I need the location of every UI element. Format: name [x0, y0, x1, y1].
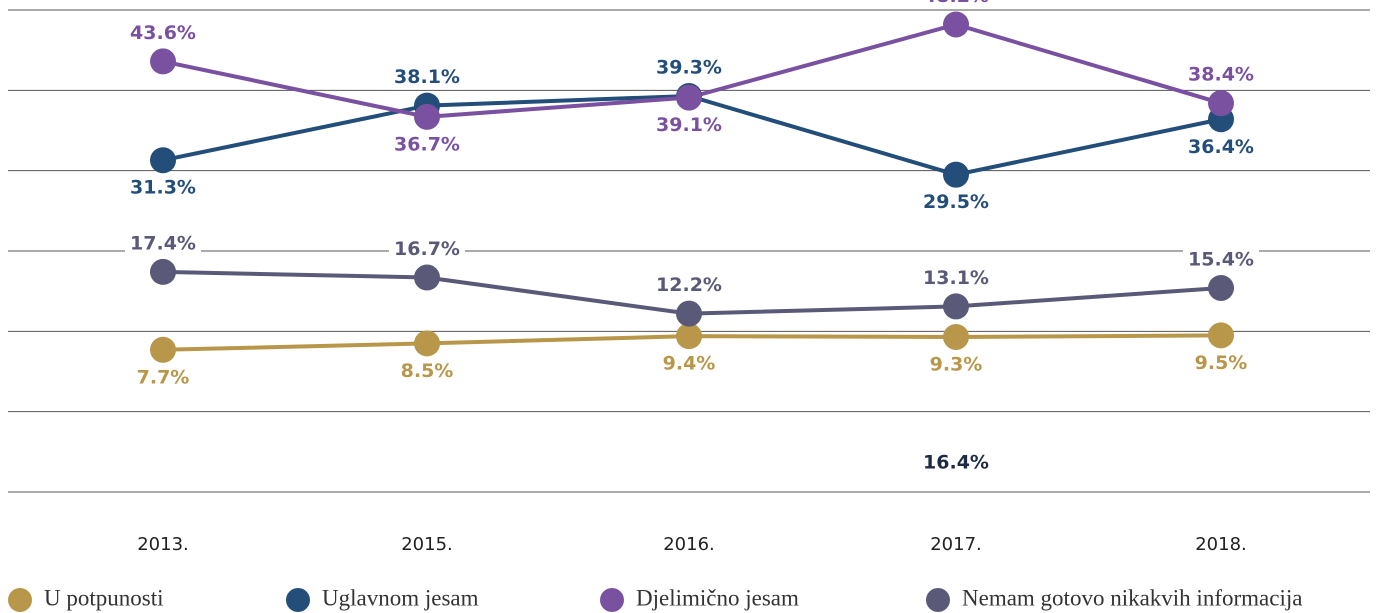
data-point: [1208, 90, 1234, 117]
data-label: 7.7%: [137, 366, 190, 388]
label-bg: [1183, 351, 1259, 376]
legend-marker: [8, 588, 32, 612]
label-bg: [651, 273, 727, 298]
data-label: 15.4%: [1188, 248, 1254, 270]
legend-label: Nemam gotovo nikakvih informacija: [962, 585, 1302, 610]
data-label: 16.7%: [394, 238, 460, 260]
label-bg: [389, 132, 465, 157]
label-bg: [1183, 135, 1259, 160]
label-bg: [651, 55, 727, 80]
legend-marker: [286, 588, 310, 612]
data-point: [676, 300, 702, 327]
data-point: [943, 161, 969, 188]
data-label: 17.4%: [130, 232, 196, 254]
data-point: [150, 48, 176, 75]
data-label: 36.4%: [1188, 136, 1254, 158]
legend-label: Djelimično jesam: [636, 585, 799, 610]
data-label: 38.4%: [1188, 64, 1254, 86]
label-bg: [125, 231, 201, 256]
x-tick-label: 2015.: [401, 534, 453, 555]
label-bg: [918, 0, 994, 9]
x-tick-label: 2018.: [1195, 534, 1247, 555]
data-label: 48.2%: [923, 0, 989, 7]
data-label: 29.5%: [923, 191, 989, 213]
label-bg: [389, 237, 465, 262]
data-point: [676, 323, 702, 350]
data-label: 39.3%: [656, 56, 722, 78]
data-point: [414, 330, 440, 357]
data-label: 38.1%: [394, 66, 460, 88]
data-label: 31.3%: [130, 177, 196, 199]
x-tick-label: 2017.: [930, 534, 982, 555]
data-point: [943, 323, 969, 350]
data-label: 9.4%: [663, 353, 716, 375]
data-label: 43.6%: [130, 22, 196, 44]
data-label: 39.1%: [656, 114, 722, 136]
data-label: 36.7%: [394, 133, 460, 155]
label-bg: [389, 65, 465, 90]
data-label: 12.2%: [656, 274, 722, 296]
label-bg: [918, 266, 994, 291]
data-point: [150, 258, 176, 285]
data-point: [943, 11, 969, 38]
label-bg: [918, 352, 994, 377]
data-point: [943, 293, 969, 320]
data-point: [676, 84, 702, 111]
data-label: 9.5%: [1195, 352, 1248, 374]
data-point: [414, 103, 440, 130]
data-point: [150, 336, 176, 363]
label-bg: [651, 352, 727, 377]
label-bg: [1183, 247, 1259, 272]
legend-label: Uglavnom jesam: [322, 585, 479, 610]
data-point: [150, 147, 176, 174]
label-bg: [125, 365, 201, 390]
legend-marker: [600, 588, 624, 612]
data-label: 13.1%: [923, 267, 989, 289]
x-tick-label: 2013.: [137, 534, 189, 555]
label-bg: [918, 190, 994, 215]
label-bg: [125, 176, 201, 201]
label-bg: [651, 113, 727, 138]
legend-label: U potpunosti: [44, 585, 163, 610]
label-bg: [389, 359, 465, 384]
label-bg: [125, 21, 201, 46]
data-point: [414, 264, 440, 291]
x-tick-label: 2016.: [663, 534, 715, 555]
data-label: 8.5%: [401, 360, 454, 382]
data-point: [1208, 322, 1234, 349]
data-label: 9.3%: [930, 353, 983, 375]
data-point: [1208, 274, 1234, 301]
legend-marker: [926, 588, 950, 612]
annotation: 16.4%: [923, 452, 989, 474]
label-bg: [1183, 63, 1259, 88]
